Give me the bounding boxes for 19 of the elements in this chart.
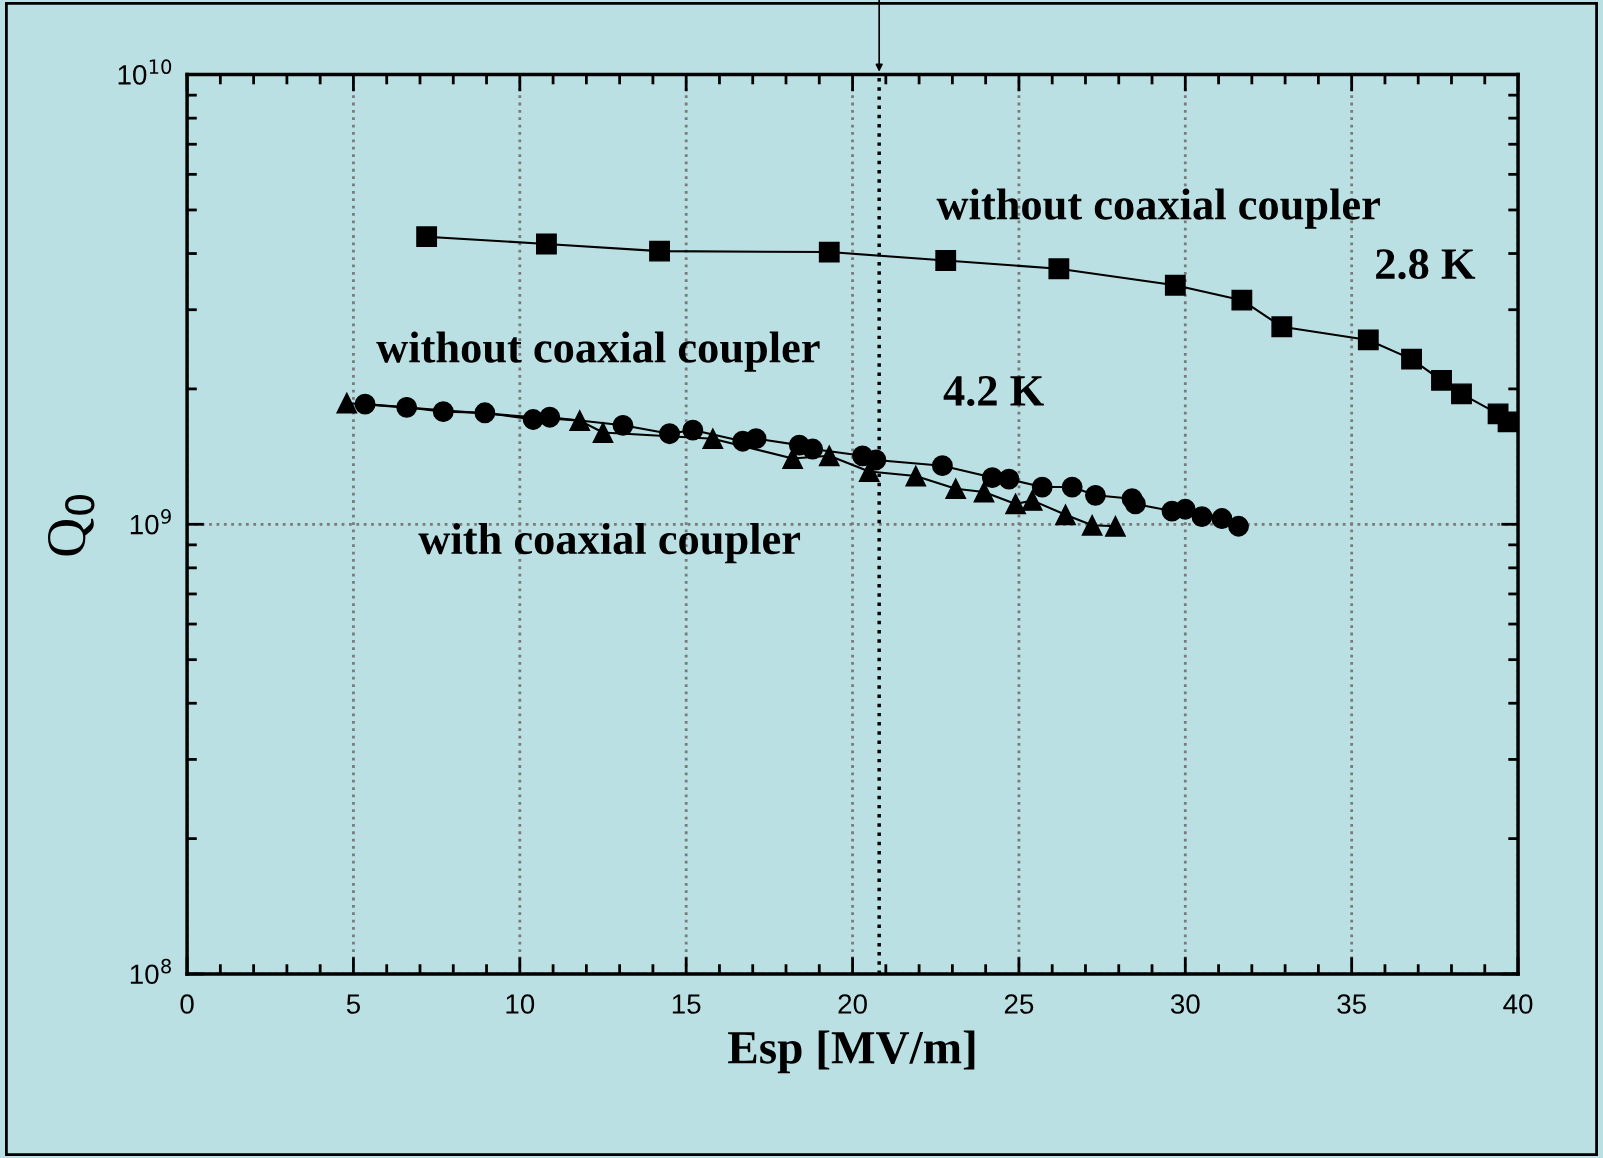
annotation: 2.8 K (1376, 249, 1476, 280)
y-tick-label: 10$^{8}$ (130, 958, 171, 985)
x-tick-label: 15 (672, 994, 701, 1014)
annotation: without coaxial coupler (936, 188, 1380, 229)
x-tick-label: 35 (1337, 994, 1366, 1014)
y-axis-title: Q$_{0}$ (48, 495, 95, 556)
x-tick-label: 25 (1004, 994, 1034, 1014)
x-tick-label: 30 (1170, 994, 1200, 1014)
annotation: with coaxial coupler (418, 523, 801, 564)
x-axis-title: Esp [MV/m] (728, 1030, 975, 1074)
x-tick-label: 10 (506, 994, 535, 1014)
x-tick-label: 20 (838, 994, 867, 1014)
annotation: 4.2 K (943, 376, 1044, 407)
x-tick-label: 0 (180, 994, 194, 1014)
y-tick-label: 10$^{10}$ (118, 59, 172, 85)
annotation: without coaxial coupler (376, 331, 820, 372)
y-tick-label: 10$^{9}$ (130, 509, 171, 535)
x-tick-label: 40 (1503, 994, 1533, 1014)
x-tick-label: 5 (346, 994, 360, 1014)
